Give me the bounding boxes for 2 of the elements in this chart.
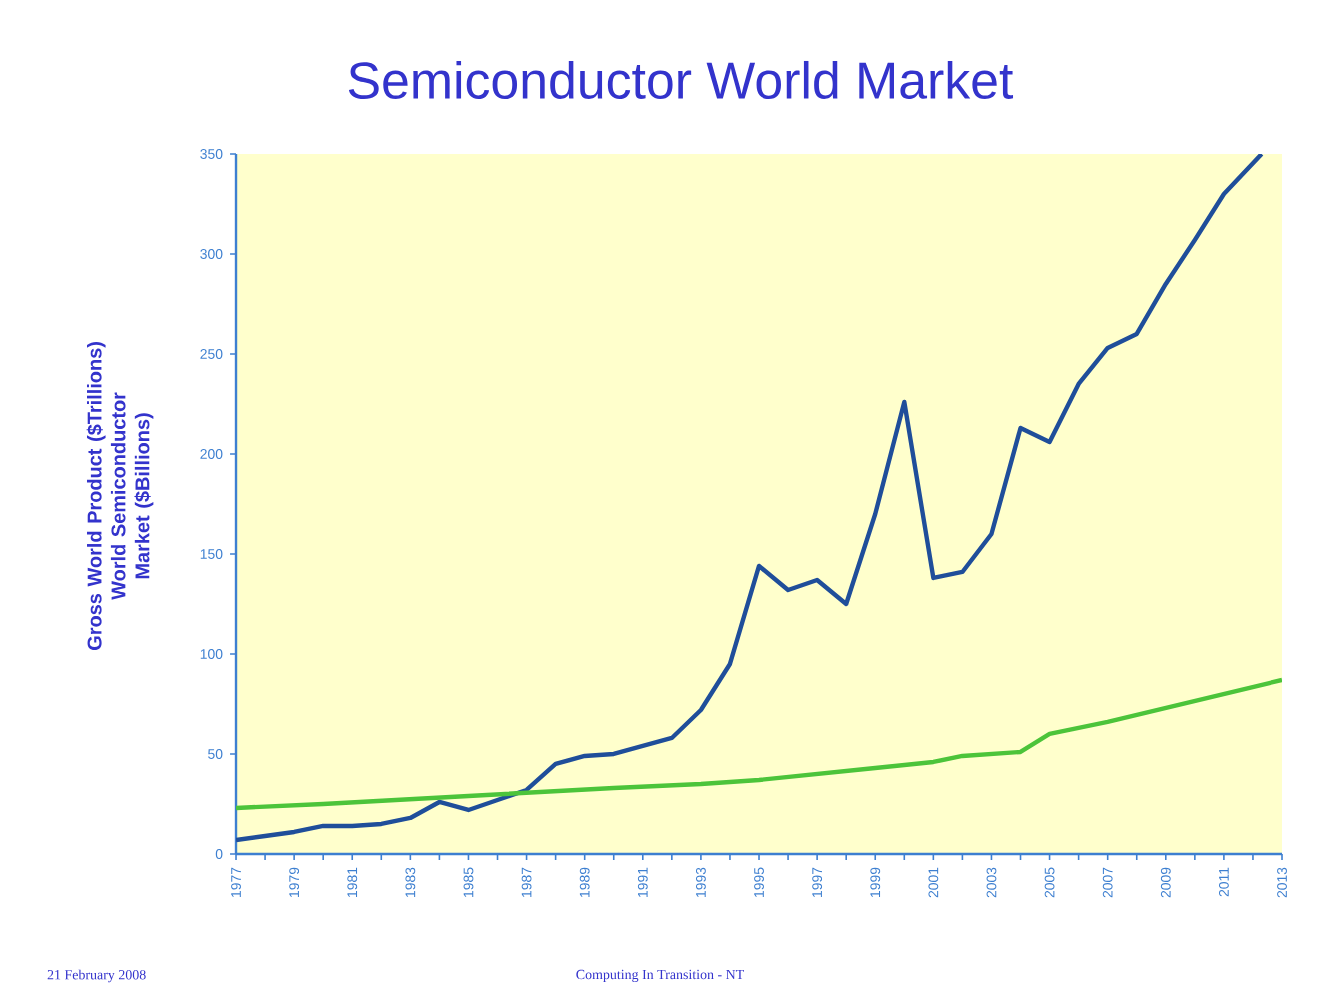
y-axis-title: Gross World Product ($Trillions) World Semiconductor Market ($Billions) <box>86 342 154 650</box>
chart-title: Semiconductor World Market <box>348 60 1014 99</box>
